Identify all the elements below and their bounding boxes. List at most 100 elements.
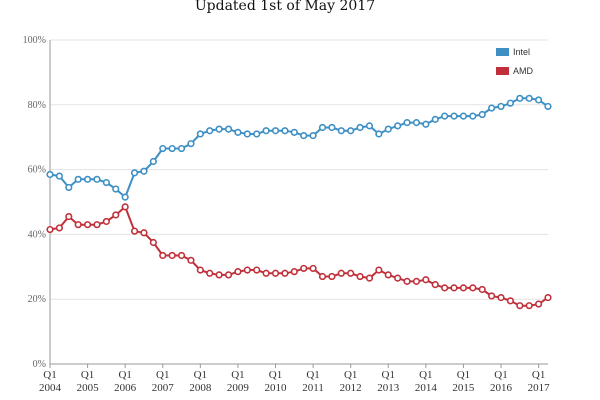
x-tick-quarter-label: Q1 xyxy=(43,369,56,381)
intel-data-point xyxy=(394,122,402,130)
intel-data-point xyxy=(469,112,477,120)
intel-data-point xyxy=(459,112,468,120)
intel-data-point xyxy=(206,127,214,135)
y-tick-label: 60% xyxy=(28,165,46,176)
x-tick-quarter-label: Q1 xyxy=(494,369,507,381)
amd-data-point xyxy=(394,274,402,282)
intel-data-point xyxy=(544,102,552,111)
amd-data-point xyxy=(356,272,364,281)
y-tick-label: 80% xyxy=(28,100,46,111)
amd-data-point xyxy=(159,251,167,260)
amd-data-point xyxy=(112,211,120,219)
amd-data-point xyxy=(525,302,533,310)
intel-data-point xyxy=(337,127,345,135)
intel-data-point xyxy=(93,175,101,183)
amd-data-point xyxy=(234,268,242,276)
x-tick-quarter-label: Q1 xyxy=(269,369,282,381)
axes: 0%20%40%60%80%100%Q12004Q12005Q12006Q120… xyxy=(23,35,550,394)
legend: Intel AMD xyxy=(496,47,534,76)
x-tick-quarter-label: Q1 xyxy=(306,369,319,381)
amd-data-point xyxy=(140,229,148,237)
intel-data-point xyxy=(431,115,439,123)
intel-data-point xyxy=(300,131,308,140)
amd-data-point xyxy=(535,300,543,308)
intel-data-point xyxy=(224,125,233,133)
amd-data-point xyxy=(281,269,289,277)
x-tick-year-label: 2008 xyxy=(189,382,212,394)
x-tick-quarter-label: Q1 xyxy=(419,369,432,381)
intel-data-point xyxy=(140,167,148,175)
intel-data-point xyxy=(412,119,421,127)
amd-data-point xyxy=(177,251,186,260)
amd-data-point xyxy=(412,277,421,285)
x-tick-year-label: 2013 xyxy=(377,382,400,394)
intel-data-point xyxy=(102,178,110,187)
intel-data-point xyxy=(375,130,383,138)
series-layer xyxy=(46,94,552,310)
x-tick-quarter-label: Q1 xyxy=(344,369,357,381)
intel-data-point xyxy=(328,123,336,132)
amd-data-point xyxy=(74,221,82,229)
intel-legend-swatch xyxy=(496,48,509,56)
amd-data-point xyxy=(469,284,477,292)
amd-data-point xyxy=(215,271,223,279)
intel-data-point xyxy=(365,122,374,130)
amd-data-point xyxy=(478,285,486,294)
x-tick-quarter-label: Q1 xyxy=(231,369,244,381)
intel-data-point xyxy=(384,125,392,133)
amd-data-point xyxy=(450,284,458,292)
intel-data-point xyxy=(356,123,364,132)
x-tick-year-label: 2007 xyxy=(152,382,175,394)
intel-data-point xyxy=(112,185,120,193)
amd-data-point xyxy=(497,293,505,302)
amd-data-point xyxy=(488,292,496,300)
x-tick-year-label: 2015 xyxy=(452,382,475,394)
x-tick-year-label: 2017 xyxy=(528,382,551,394)
x-tick-quarter-label: Q1 xyxy=(194,369,207,381)
amd-data-point xyxy=(196,266,204,274)
intel-data-point xyxy=(215,125,223,133)
intel-data-point xyxy=(177,144,186,153)
amd-data-point xyxy=(253,266,261,274)
amd-data-point xyxy=(46,225,54,234)
intel-data-point xyxy=(253,130,261,138)
intel-data-point xyxy=(535,96,543,104)
x-tick-year-label: 2012 xyxy=(340,382,362,394)
x-tick-year-label: 2005 xyxy=(77,382,100,394)
x-tick-year-label: 2006 xyxy=(114,382,137,394)
amd-data-point xyxy=(506,297,515,305)
x-tick-quarter-label: Q1 xyxy=(457,369,470,381)
intel-data-point xyxy=(159,144,167,153)
amd-data-point xyxy=(149,238,157,247)
amd-data-point xyxy=(262,269,270,277)
amd-data-point xyxy=(290,268,298,276)
intel-data-point xyxy=(525,94,533,102)
amd-data-point xyxy=(271,269,280,277)
intel-data-point xyxy=(187,140,195,148)
amd-data-point xyxy=(102,217,110,226)
y-tick-label: 0% xyxy=(33,359,46,370)
y-tick-label: 20% xyxy=(28,294,46,305)
x-tick-quarter-label: Q1 xyxy=(81,369,94,381)
plot-area xyxy=(50,40,548,364)
intel-data-point xyxy=(243,130,251,138)
amd-data-point xyxy=(206,269,214,277)
amd-legend-swatch xyxy=(496,67,509,75)
amd-data-point xyxy=(431,281,439,289)
intel-data-point xyxy=(65,183,73,192)
x-tick-quarter-label: Q1 xyxy=(532,369,545,381)
intel-data-point xyxy=(488,104,496,112)
intel-data-point xyxy=(149,157,157,166)
amd-data-point xyxy=(365,274,374,282)
amd-data-point xyxy=(83,221,92,229)
amd-data-point xyxy=(121,203,129,211)
intel-data-point xyxy=(46,170,54,179)
amd-data-point xyxy=(544,293,552,302)
amd-data-point xyxy=(55,224,63,232)
amd-data-point xyxy=(384,271,392,279)
intel-data-point xyxy=(121,193,129,201)
amd-data-point xyxy=(93,221,101,229)
intel-legend-label: Intel xyxy=(513,47,530,57)
intel-data-point xyxy=(497,102,505,111)
amd-data-point xyxy=(65,212,73,221)
